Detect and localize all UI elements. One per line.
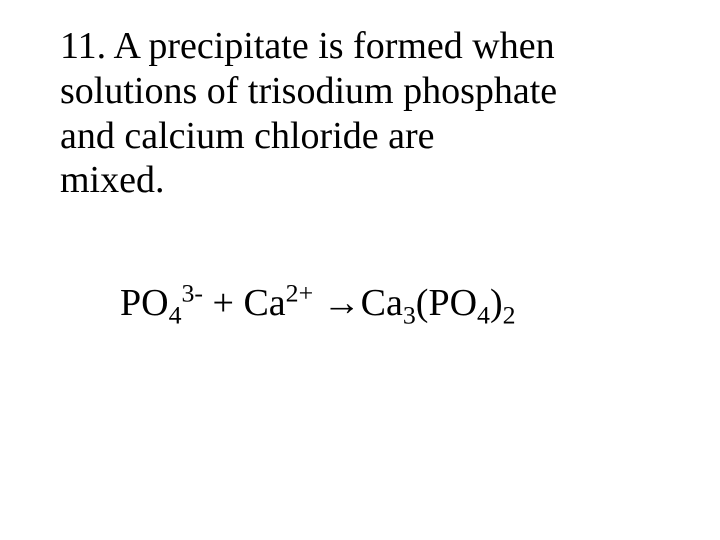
question-line2: solutions of trisodium phosphate: [60, 70, 557, 112]
product-sub2: 4: [477, 301, 490, 330]
question-number: 11.: [60, 25, 106, 67]
product-sub3: 2: [503, 301, 516, 330]
reactant2-sup: 2+: [286, 279, 313, 308]
reactant1-base: PO: [120, 282, 169, 324]
question-text: 11. A precipitate is formed when solutio…: [60, 24, 660, 203]
question-line4: mixed.: [60, 159, 164, 201]
product-close: ): [490, 282, 503, 324]
arrow-icon: →: [323, 282, 361, 324]
product-open: (PO: [416, 282, 477, 324]
reactant1-sup: 3-: [182, 279, 204, 308]
product-sub1: 3: [403, 301, 416, 330]
reactant2-base: Ca: [243, 282, 285, 324]
plus-sign: +: [203, 282, 243, 324]
chemical-equation: PO43- + Ca2+ →Ca3(PO4)2: [120, 281, 660, 325]
question-line1: A precipitate is formed when: [106, 25, 555, 67]
question-line3: and calcium chloride are: [60, 115, 435, 157]
product-base1: Ca: [361, 282, 403, 324]
reactant1-sub: 4: [169, 301, 182, 330]
slide: 11. A precipitate is formed when solutio…: [0, 0, 720, 540]
